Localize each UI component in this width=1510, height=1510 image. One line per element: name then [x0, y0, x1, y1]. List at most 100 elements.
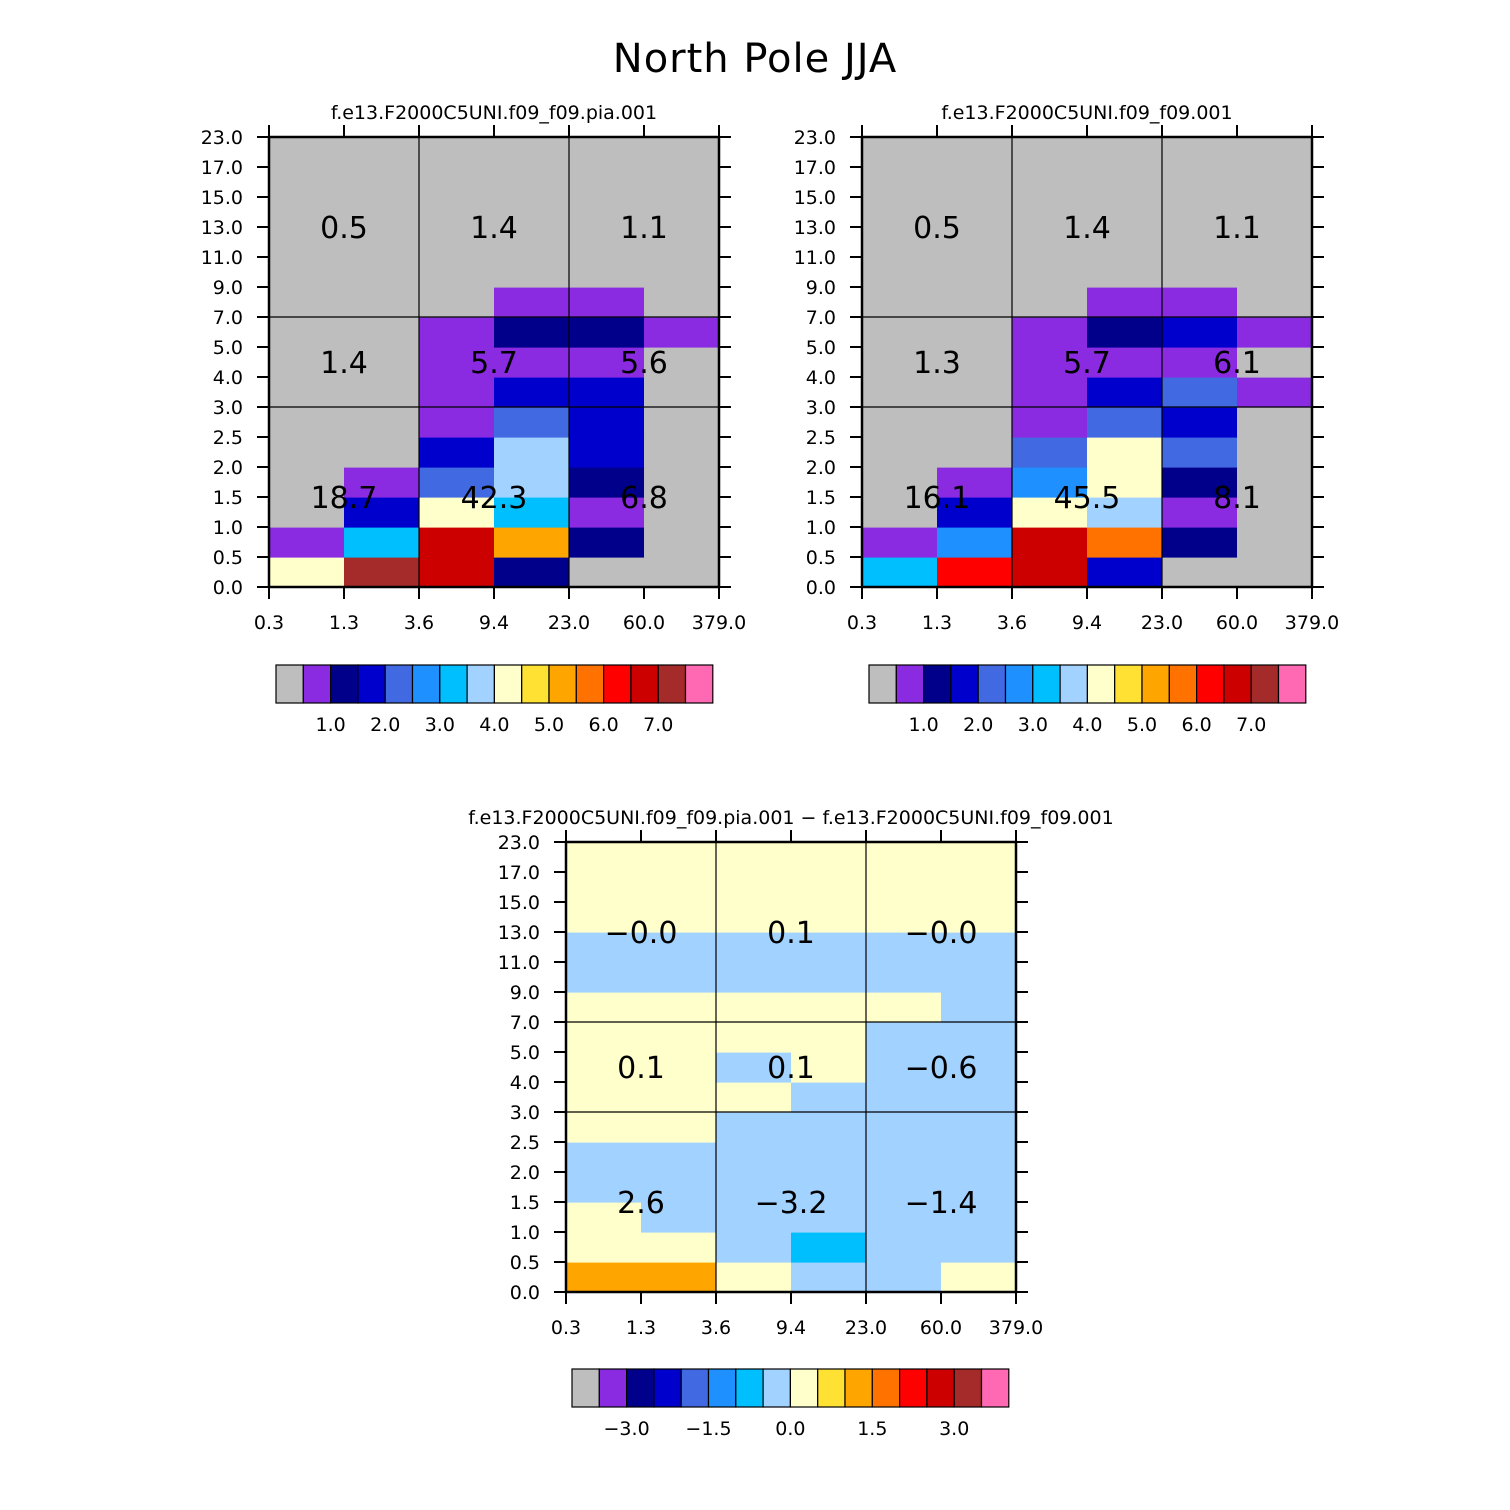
heatmap-cell — [937, 377, 1013, 408]
y-tick-label: 2.5 — [510, 1132, 540, 1154]
heatmap-cell — [1087, 437, 1163, 468]
colorbar-label: 7.0 — [643, 714, 673, 736]
heatmap-cell — [344, 407, 420, 438]
y-tick-label: 2.0 — [213, 457, 243, 479]
y-tick-label: 1.5 — [806, 487, 836, 509]
summary-value: 0.1 — [767, 916, 815, 951]
heatmap-cell — [644, 497, 720, 528]
colorbar-swatch — [302, 664, 332, 704]
colorbar-swatch — [707, 1368, 737, 1408]
summary-value: 0.1 — [767, 1051, 815, 1086]
heatmap-cell — [419, 437, 495, 468]
heatmap-cell — [566, 1172, 642, 1203]
heatmap-cell — [269, 227, 345, 258]
colorbar-swatch — [977, 664, 1007, 704]
heatmap-cell — [1087, 497, 1163, 528]
heatmap-cell — [644, 377, 720, 408]
heatmap-cell — [1087, 287, 1163, 318]
y-tick-label: 15.0 — [201, 187, 243, 209]
heatmap-cell — [644, 527, 720, 558]
heatmap-cell — [941, 1172, 1017, 1203]
heatmap-cell — [566, 1052, 642, 1083]
heatmap-cell — [344, 167, 420, 198]
heatmap-cell — [566, 1202, 642, 1233]
heatmap-cell — [1087, 167, 1163, 198]
heatmap-cell — [1162, 227, 1238, 258]
heatmap-cell — [419, 137, 495, 168]
summary-value: 1.4 — [470, 211, 518, 246]
colorbar-label: 0.0 — [775, 1418, 805, 1440]
colorbar-swatch — [1195, 664, 1225, 704]
colorbar-swatch — [1004, 664, 1034, 704]
heatmap-cell — [1162, 437, 1238, 468]
heatmap-cell — [862, 167, 938, 198]
heatmap-cell — [791, 902, 867, 933]
y-tick-label: 7.0 — [510, 1012, 540, 1034]
x-tick-label: 60.0 — [920, 1317, 962, 1339]
heatmap-cell — [1012, 437, 1088, 468]
panel-3: f.e13.F2000C5UNI.f09_f09.pia.001 − f.e13… — [468, 807, 1113, 1440]
summary-value: −1.4 — [905, 1186, 978, 1221]
y-tick-label: 17.0 — [794, 157, 836, 179]
colorbar-swatch — [1168, 664, 1198, 704]
y-tick-label: 1.5 — [510, 1192, 540, 1214]
heatmap-cell — [716, 1022, 792, 1053]
summary-value: 6.1 — [1213, 346, 1261, 381]
heatmap-cell — [1162, 317, 1238, 348]
heatmap-cell — [1162, 197, 1238, 228]
x-tick-label: 379.0 — [989, 1317, 1043, 1339]
x-tick-label: 9.4 — [1072, 612, 1102, 634]
colorbar-swatch — [895, 664, 925, 704]
colorbar-swatch — [950, 664, 979, 704]
heatmap-cell — [1237, 227, 1313, 258]
y-tick-label: 1.0 — [213, 517, 243, 539]
heatmap-cell — [1087, 227, 1163, 258]
heatmap-cell — [937, 407, 1013, 438]
summary-value: 1.1 — [1213, 211, 1261, 246]
heatmap-cell — [569, 317, 645, 348]
heatmap-cell — [269, 497, 345, 528]
heatmap-cell — [866, 1112, 942, 1143]
y-tick-label: 23.0 — [201, 127, 243, 149]
colorbar-swatch — [817, 1368, 846, 1408]
colorbar-swatch — [789, 1368, 819, 1408]
heatmap-cell — [494, 437, 570, 468]
x-tick-label: 1.3 — [329, 612, 359, 634]
heatmap-cell — [866, 1202, 942, 1233]
summary-value: −0.0 — [905, 916, 978, 951]
heatmap-cell — [862, 467, 938, 498]
heatmap-cell — [791, 1262, 867, 1293]
heatmap-cell — [566, 902, 642, 933]
heatmap-cell — [937, 527, 1013, 558]
heatmap-cell — [419, 497, 495, 528]
y-tick-label: 0.5 — [213, 547, 243, 569]
heatmap-cell — [1162, 167, 1238, 198]
heatmap-cell — [791, 1052, 867, 1083]
heatmap-cell — [566, 1022, 642, 1053]
colorbar-label: 4.0 — [1072, 714, 1102, 736]
colorbar-swatch — [439, 664, 468, 704]
heatmap-cell — [716, 1202, 792, 1233]
heatmap-cell — [344, 317, 420, 348]
colorbar-swatch — [521, 664, 550, 704]
heatmap-cell — [641, 842, 717, 873]
summary-value: 1.4 — [320, 346, 368, 381]
heatmap-cell — [569, 377, 645, 408]
colorbar-swatch — [680, 1368, 710, 1408]
heatmap-cell — [1237, 407, 1313, 438]
y-tick-label: 11.0 — [794, 247, 836, 269]
heatmap-cell — [269, 287, 345, 318]
heatmap-cell — [1237, 347, 1313, 378]
heatmap-cell — [791, 842, 867, 873]
heatmap-cell — [791, 1112, 867, 1143]
heatmap-cell — [1162, 257, 1238, 288]
heatmap-cell — [866, 1172, 942, 1203]
heatmap-cell — [941, 902, 1017, 933]
panel-1: f.e13.F2000C5UNI.f09_f09.pia.001 18.7 42.3… — [201, 102, 747, 736]
x-tick-label: 379.0 — [692, 612, 746, 634]
y-tick-label: 2.0 — [510, 1162, 540, 1184]
heatmap-cell — [344, 347, 420, 378]
heatmap-cell — [1087, 257, 1163, 288]
summary-value: 1.1 — [620, 211, 668, 246]
heatmap-cell — [937, 227, 1013, 258]
